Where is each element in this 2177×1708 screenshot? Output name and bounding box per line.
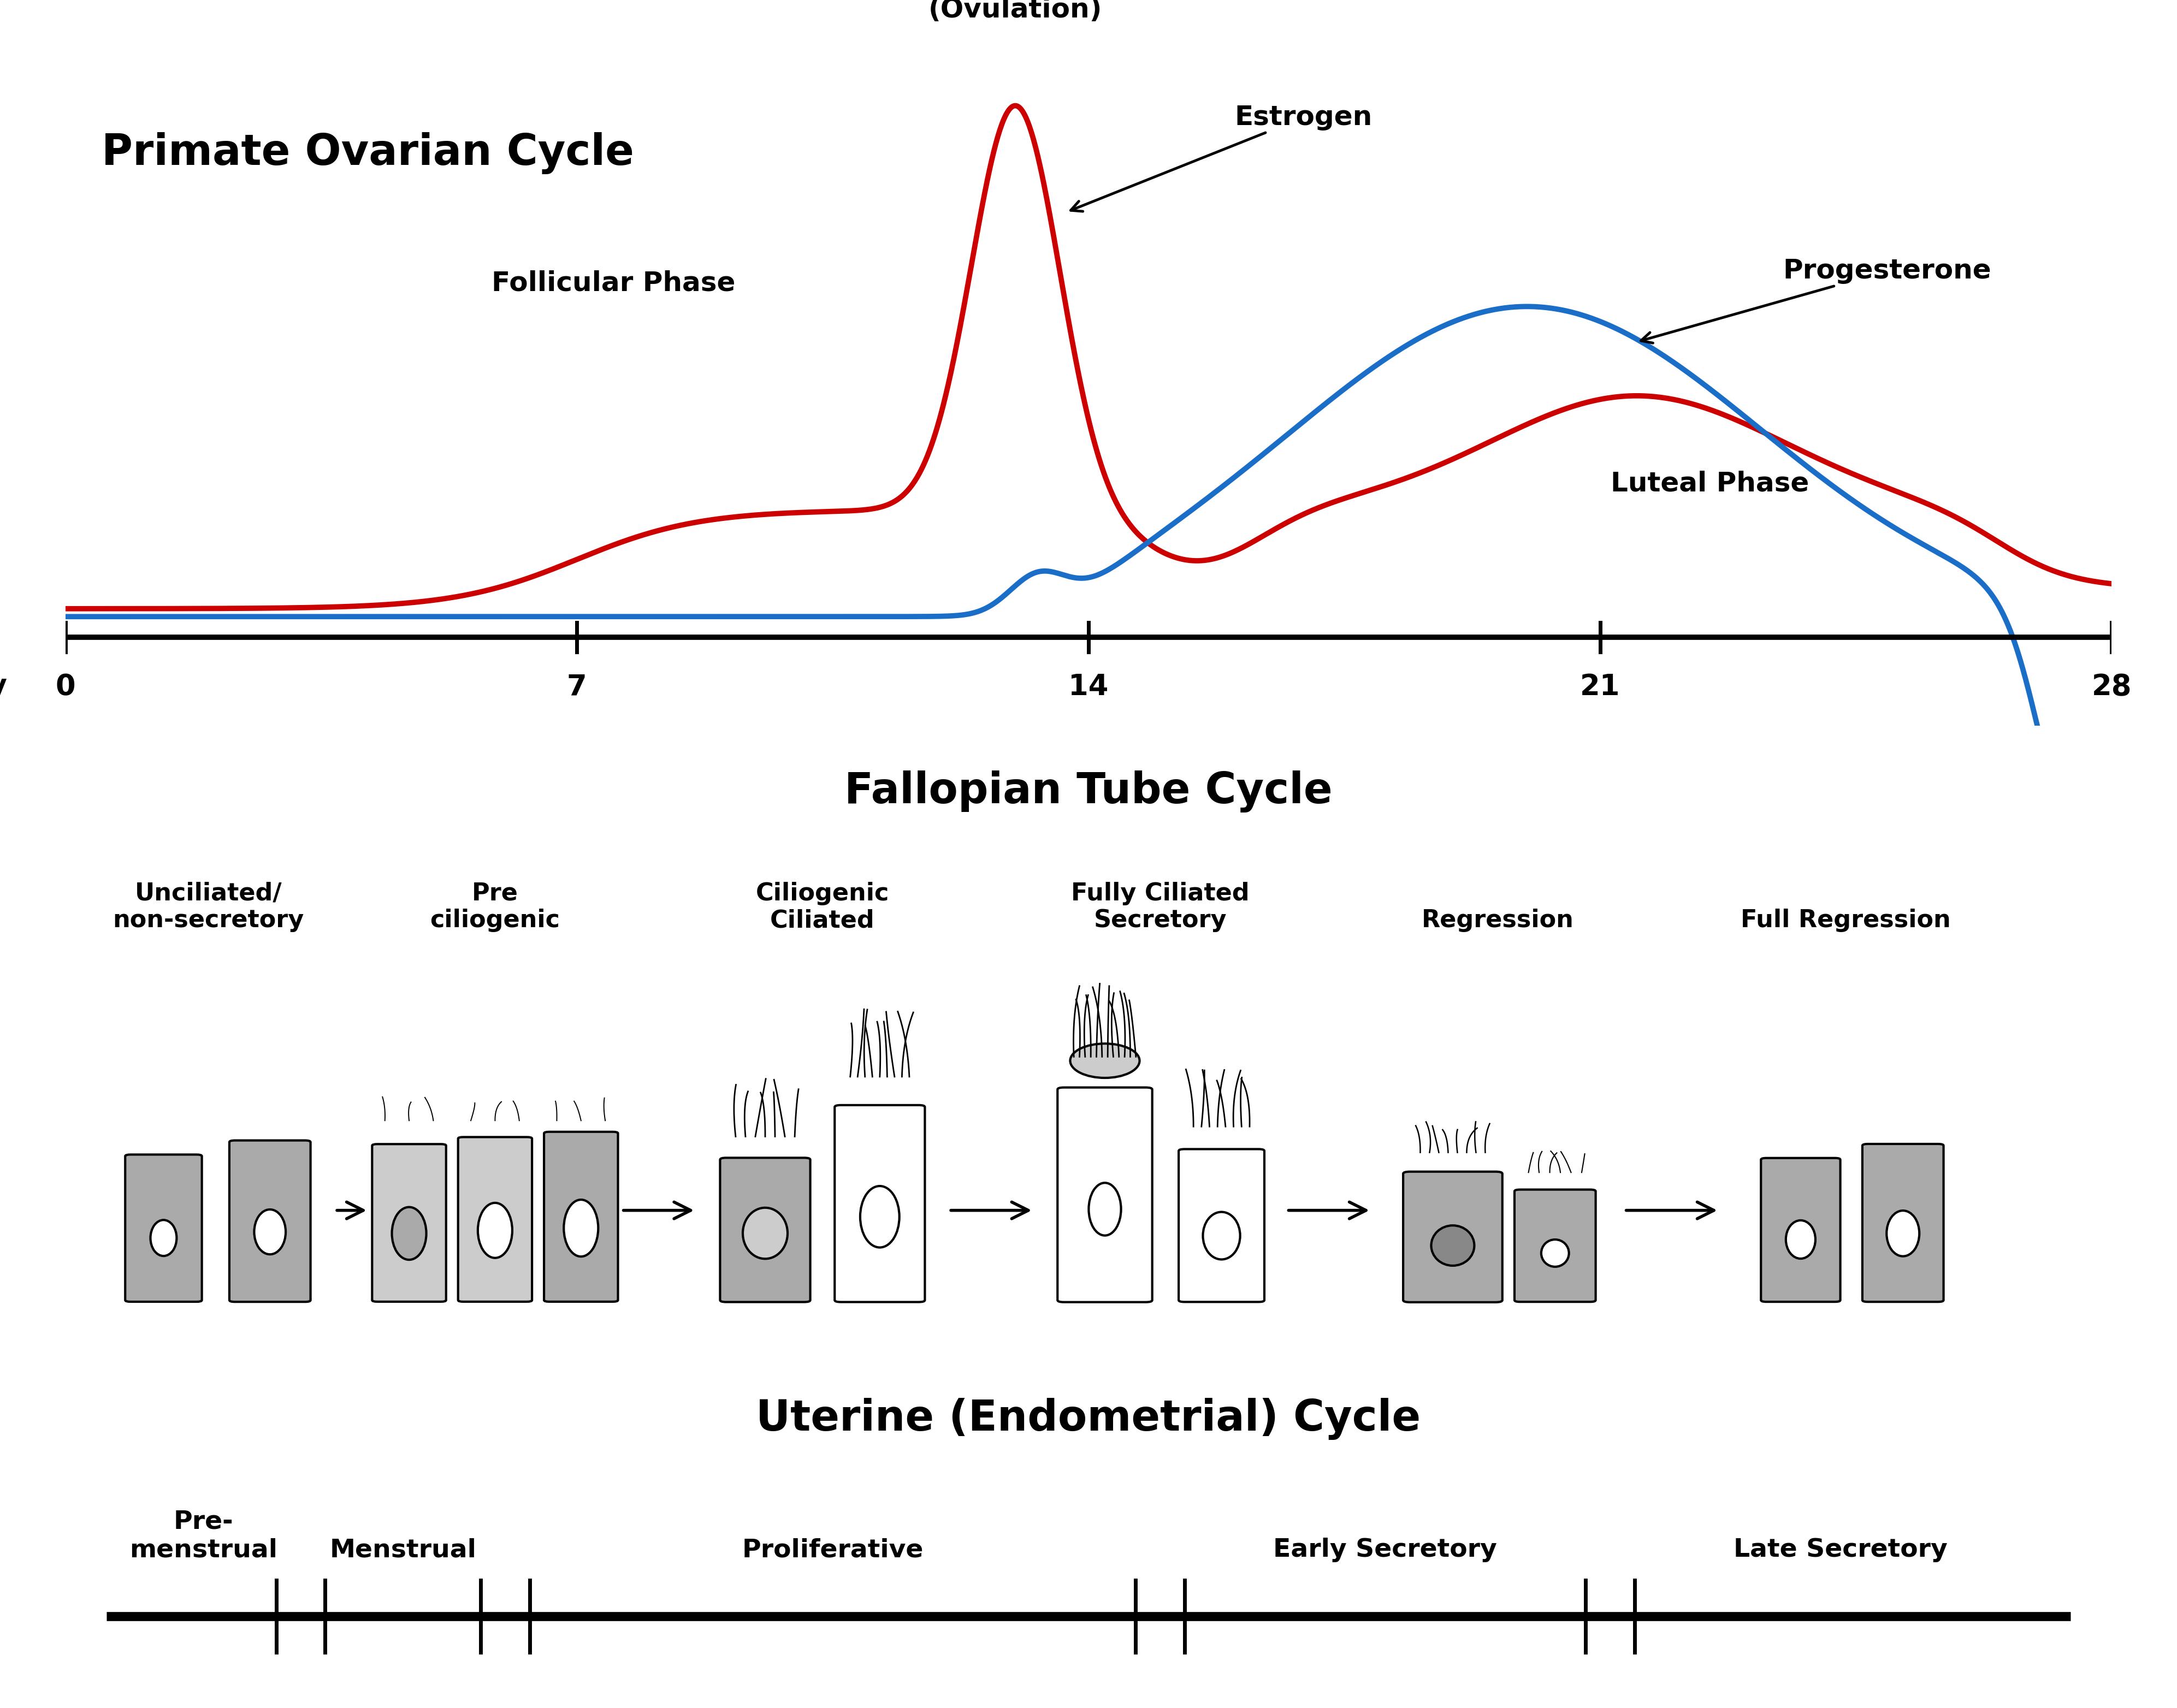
Ellipse shape	[150, 1220, 176, 1255]
Text: Estrogen: Estrogen	[1071, 104, 1372, 212]
Text: Late Secretory: Late Secretory	[1733, 1537, 1948, 1563]
FancyBboxPatch shape	[721, 1158, 810, 1301]
FancyBboxPatch shape	[834, 1105, 925, 1301]
Ellipse shape	[1887, 1211, 1920, 1257]
Text: 7: 7	[566, 673, 588, 700]
Text: Regression: Regression	[1422, 909, 1574, 933]
Ellipse shape	[477, 1202, 512, 1257]
Text: Luteal Phase: Luteal Phase	[1611, 471, 1809, 497]
Text: Follicular Phase: Follicular Phase	[492, 270, 736, 295]
Text: Progesterone: Progesterone	[1641, 258, 1992, 343]
FancyBboxPatch shape	[1515, 1189, 1596, 1301]
Text: Cycle Day: Cycle Day	[0, 673, 7, 699]
FancyBboxPatch shape	[1404, 1172, 1502, 1301]
Text: 0: 0	[54, 673, 76, 700]
Text: Fully Ciliated
Secretory: Fully Ciliated Secretory	[1071, 881, 1250, 933]
FancyBboxPatch shape	[457, 1138, 531, 1301]
Text: Primate Ovarian Cycle: Primate Ovarian Cycle	[102, 132, 634, 174]
Text: Fallopian Tube Cycle: Fallopian Tube Cycle	[845, 770, 1332, 813]
Ellipse shape	[1204, 1213, 1241, 1259]
Ellipse shape	[860, 1185, 899, 1247]
Text: Uterine (Endometrial) Cycle: Uterine (Endometrial) Cycle	[755, 1397, 1422, 1440]
Text: Early Secretory: Early Secretory	[1274, 1537, 1498, 1563]
Text: Pre
ciliogenic: Pre ciliogenic	[431, 881, 559, 933]
Ellipse shape	[392, 1208, 427, 1261]
Text: 14: 14	[1069, 673, 1108, 700]
FancyBboxPatch shape	[544, 1132, 618, 1301]
Ellipse shape	[742, 1208, 788, 1259]
Ellipse shape	[1785, 1220, 1816, 1259]
FancyBboxPatch shape	[126, 1155, 202, 1301]
Ellipse shape	[1541, 1240, 1570, 1267]
Text: Ciliogenic
Ciliated: Ciliogenic Ciliated	[755, 881, 888, 933]
Ellipse shape	[1088, 1184, 1121, 1235]
Ellipse shape	[1071, 1044, 1139, 1078]
FancyBboxPatch shape	[1058, 1088, 1152, 1301]
Ellipse shape	[1430, 1225, 1474, 1266]
Text: Full Regression: Full Regression	[1742, 909, 1951, 933]
FancyBboxPatch shape	[229, 1141, 311, 1301]
Text: Menstrual: Menstrual	[329, 1537, 477, 1563]
Text: 28: 28	[2092, 673, 2131, 700]
Text: Proliferative: Proliferative	[742, 1537, 923, 1563]
Text: 21: 21	[1581, 673, 1620, 700]
FancyBboxPatch shape	[372, 1144, 446, 1301]
FancyBboxPatch shape	[1761, 1158, 1840, 1301]
FancyBboxPatch shape	[1861, 1144, 1944, 1301]
Text: Unciliated/
non-secretory: Unciliated/ non-secretory	[113, 881, 305, 933]
Ellipse shape	[564, 1199, 599, 1257]
FancyBboxPatch shape	[1178, 1149, 1265, 1301]
Text: Mid Cycle
(Ovulation): Mid Cycle (Ovulation)	[927, 0, 1102, 22]
Text: Pre-
menstrual: Pre- menstrual	[128, 1510, 276, 1563]
Ellipse shape	[255, 1209, 285, 1254]
